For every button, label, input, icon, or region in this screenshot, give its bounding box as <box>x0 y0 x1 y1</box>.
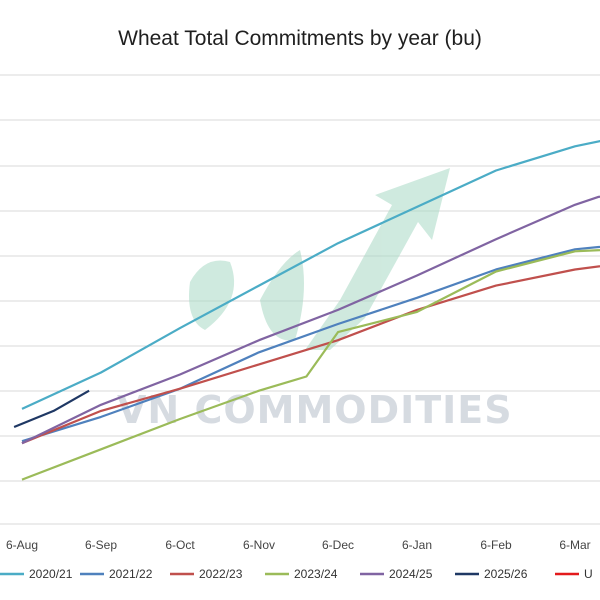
legend-label: 2024/25 <box>389 567 433 581</box>
legend-label: 2022/23 <box>199 567 243 581</box>
x-tick-label: 6-Mar <box>559 538 590 552</box>
x-tick-label: 6-Jan <box>402 538 432 552</box>
series-line-2021-22 <box>21 245 600 443</box>
watermark-logo-icon <box>189 168 450 350</box>
watermark: VN COMMODITIES <box>117 168 513 432</box>
legend-label: 2021/22 <box>109 567 153 581</box>
x-tick-label: 6-Sep <box>85 538 117 552</box>
series-line-2022-23 <box>21 265 600 445</box>
series-line-2020-21 <box>21 139 600 410</box>
series-line-2025-26 <box>13 389 90 429</box>
chart-title: Wheat Total Commitments by year (bu) <box>118 27 482 50</box>
x-tick-label: 6-Oct <box>165 538 195 552</box>
series-line-2024-25 <box>21 195 600 445</box>
legend-label: 2023/24 <box>294 567 338 581</box>
x-tick-label: 6-Aug <box>6 538 38 552</box>
x-tick-label: 6-Feb <box>480 538 512 552</box>
legend-label: 2025/26 <box>484 567 528 581</box>
legend-label: U <box>584 567 593 581</box>
watermark-text: VN COMMODITIES <box>117 388 513 432</box>
legend: 2020/21 2021/22 2022/23 2023/24 2024/25 2025/… <box>0 567 593 581</box>
series-lines <box>13 139 600 481</box>
x-axis: 6-Aug 6-Sep 6-Oct 6-Nov 6-Dec 6-Jan 6-Feb 6-Mar <box>6 538 591 552</box>
legend-label: 2020/21 <box>29 567 73 581</box>
series-line-2023-24 <box>21 248 600 481</box>
x-tick-label: 6-Nov <box>243 538 275 552</box>
x-tick-label: 6-Dec <box>322 538 354 552</box>
gridlines <box>0 74 600 525</box>
